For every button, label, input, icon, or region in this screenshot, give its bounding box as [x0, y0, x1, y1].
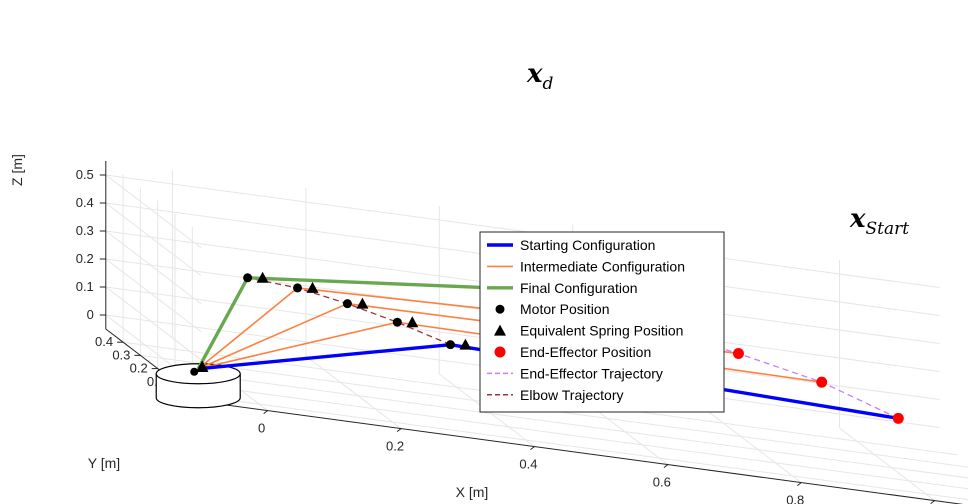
x-tick-mark [263, 410, 268, 415]
y-axis-label: Y [m] [88, 455, 120, 471]
side-wall-grid-line [105, 202, 202, 276]
back-wall-grid-line [105, 174, 940, 288]
floor-grid-line [705, 409, 802, 483]
legend-label: End-Effector Position [520, 344, 651, 360]
legend-entry: Intermediate Configuration [487, 258, 685, 274]
side-wall-grid-line [105, 286, 202, 360]
x-tick-label: 0 [258, 421, 265, 436]
z-axis-label: Z [m] [9, 154, 25, 186]
legend-entry: Starting Configuration [487, 237, 655, 253]
legend-label: Elbow Trajectory [520, 387, 623, 403]
floor-grid-line [174, 381, 968, 490]
elbow-motor-marker [293, 283, 303, 293]
floor-grid-line [157, 368, 968, 479]
goal-point-label: xd [526, 59, 554, 94]
x-tick-label: 0.8 [786, 493, 804, 504]
elbow-spring-marker [459, 338, 472, 350]
legend-entry: Elbow Trajectory [487, 387, 623, 403]
y-tick-label: 0.4 [95, 334, 113, 349]
x-tick-mark [796, 482, 802, 487]
svg-text:xStart: xStart [849, 204, 909, 239]
legend-entry: End-Effector Trajectory [487, 365, 663, 381]
x-tick-mark [396, 428, 402, 433]
z-tick-label: 0.5 [76, 167, 94, 182]
base-cylinder-top [155, 363, 241, 385]
elbow-spring-marker [406, 316, 419, 328]
svg-text:xd: xd [526, 59, 554, 94]
side-wall-grid-line [105, 258, 202, 332]
legend-box [479, 231, 725, 413]
elbow-spring-marker [256, 271, 269, 283]
base-motor-marker [190, 367, 199, 376]
x-tick-mark [663, 464, 669, 469]
legend-entry: Equivalent Spring Position [494, 323, 683, 339]
x-axis-label: X [m] [456, 484, 489, 500]
legend-swatch [494, 324, 506, 336]
side-wall-grid-line [105, 174, 202, 248]
end-effector-marker [732, 348, 744, 360]
y-tick-label: 0.3 [112, 347, 130, 362]
legend-label: End-Effector Trajectory [520, 365, 663, 381]
legend-label: Starting Configuration [520, 237, 655, 253]
floor-grid-line [192, 394, 968, 501]
elbow-motor-marker [392, 317, 402, 327]
start-label-sub: Start [866, 219, 910, 239]
side-wall-grid-line [105, 230, 202, 304]
elbow-spring-marker [356, 297, 369, 309]
start-label-main: x [849, 204, 866, 234]
elbow-motor-marker [342, 299, 352, 309]
floor-grid-line [839, 427, 935, 501]
z-tick-label: 0 [87, 307, 94, 322]
legend-label: Motor Position [520, 301, 609, 317]
x-tick-mark [530, 446, 535, 451]
legend-label: Intermediate Configuration [520, 258, 685, 274]
elbow-motor-marker [445, 340, 455, 350]
legend-entry: End-Effector Position [494, 344, 651, 360]
end-effector-marker [816, 376, 828, 388]
x-tick-label: 0.6 [653, 475, 671, 490]
elbow-spring-marker [306, 281, 319, 293]
base-spring-marker [196, 360, 209, 372]
goal-label-main: x [526, 59, 543, 89]
goal-label-sub: d [543, 74, 554, 94]
legend: Starting Configuration Intermediate Confi… [479, 231, 725, 413]
legend-entry: Motor Position [495, 301, 609, 317]
x-axis-line [200, 401, 964, 504]
legend-swatch [494, 346, 506, 358]
z-tick-label: 0.3 [76, 223, 94, 238]
legend-label: Equivalent Spring Position [520, 323, 683, 339]
z-tick-label: 0.4 [76, 195, 94, 210]
legend-label: Final Configuration [520, 280, 638, 296]
floor-grid-line [305, 355, 402, 429]
x-tick-label: 0.2 [386, 439, 404, 454]
y-tick-label: 0.2 [130, 361, 148, 376]
legend-entry: Final Configuration [487, 280, 638, 296]
end-effector-marker [892, 412, 904, 424]
elbow-motor-marker [243, 273, 253, 283]
z-tick-label: 0.1 [76, 279, 94, 294]
x-tick-mark [930, 500, 935, 504]
axis-ticks: 00.20.40.60.8100.10.20.30.400.10.20.30.4… [76, 161, 964, 504]
z-tick-label: 0.2 [76, 251, 94, 266]
start-point-label: xStart [849, 204, 909, 239]
x-tick-label: 0.4 [519, 457, 537, 472]
legend-swatch [495, 304, 505, 314]
